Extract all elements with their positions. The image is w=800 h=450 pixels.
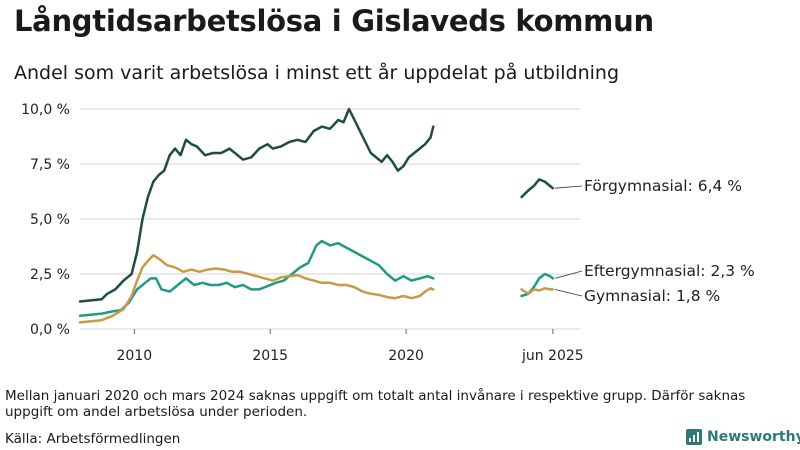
label-leader-line [554,289,583,297]
gridlines [80,108,580,330]
y-tick-label: 2,5 % [30,267,70,283]
x-axis-ticks: 2010 2015 2020 jun 2025 [117,329,584,364]
label-leader-line [554,270,583,279]
series-line-förgymnasial [78,107,435,303]
x-tick-label: 2010 [117,348,153,364]
newsworthy-logo: Newsworthy [686,429,800,445]
series-line-gymnasial [520,287,555,296]
y-tick-label: 7,5 % [30,157,70,173]
newsworthy-logo-icon [686,429,702,445]
series-label-gymnasial: Gymnasial: 1,8 % [584,287,720,305]
y-tick-label: 0,0 % [30,322,70,338]
y-tick-label: 10,0 % [21,102,70,118]
y-axis-ticks: 0,0 % 2,5 % 5,0 % 7,5 % 10,0 % [21,102,70,338]
series-label-förgymnasial: Förgymnasial: 6,4 % [584,177,742,195]
series-label-eftergymnasial: Eftergymnasial: 2,3 % [584,262,755,280]
chart-subtitle: Andel som varit arbetslösa i minst ett å… [14,62,620,84]
y-tick-label: 5,0 % [30,212,70,228]
series-line-eftergymnasial [78,239,435,318]
x-tick-label: jun 2025 [521,348,584,364]
series-end-labels: Förgymnasial: 6,4 % Eftergymnasial: 2,3 %… [554,177,755,305]
series-line-förgymnasial [520,178,555,199]
chart-title: Långtidsarbetslösa i Gislaveds kommun [14,4,654,38]
source-note: Källa: Arbetsförmedlingen [5,431,181,447]
label-leader-line [554,185,583,189]
x-tick-label: 2020 [388,348,424,364]
x-tick-label: 2015 [252,348,288,364]
series-line-gymnasial [78,254,435,324]
footnote: Mellan januari 2020 och mars 2024 saknas… [5,388,746,420]
newsworthy-logo-text: Newsworthy [707,429,800,445]
series-lines [78,107,555,324]
